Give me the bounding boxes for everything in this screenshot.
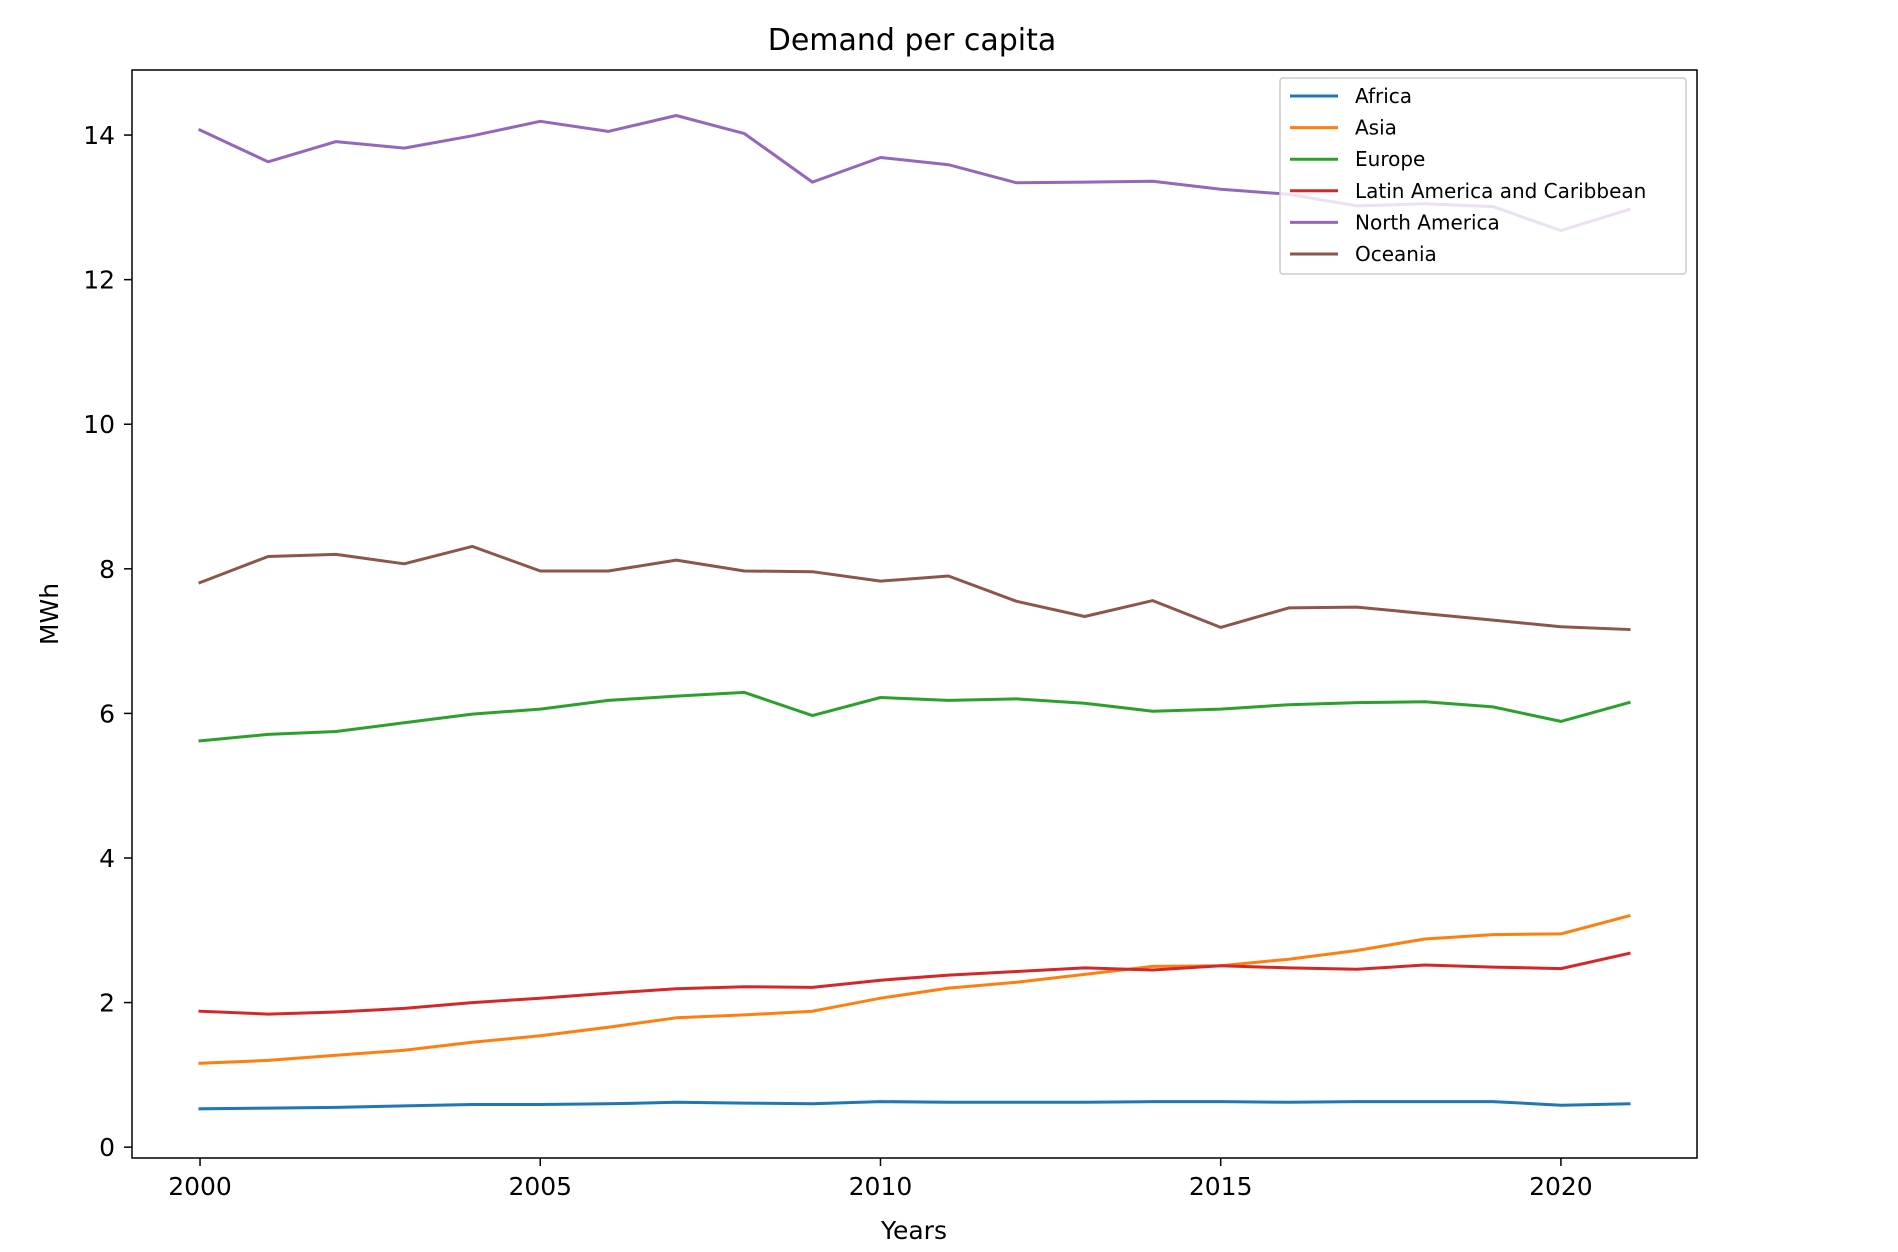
legend-label: Asia xyxy=(1355,116,1397,140)
series-line-asia xyxy=(198,913,1631,1065)
y-axis: 0 2 4 6 8 10 12 14 xyxy=(83,121,132,1162)
y-tick-label: 0 xyxy=(99,1133,115,1162)
plot-area: 2000 2005 2010 2015 2020 0 2 4 6 8 10 12 14 xyxy=(83,69,1698,1201)
y-tick-label: 12 xyxy=(83,266,115,295)
x-tick-label: 2000 xyxy=(168,1172,232,1201)
legend-label: Africa xyxy=(1355,84,1412,108)
x-tick-label: 2005 xyxy=(508,1172,572,1201)
series-line-europe xyxy=(198,690,1631,743)
legend-label: Latin America and Caribbean xyxy=(1355,179,1646,203)
x-axis-label: Years xyxy=(880,1216,947,1245)
chart-title: Demand per capita xyxy=(768,23,1057,58)
series-line-africa xyxy=(198,1100,1631,1111)
legend-items: Africa Asia Europe Latin America and Caribb… xyxy=(1290,84,1646,266)
legend: Africa Asia Europe Latin America and Caribb… xyxy=(1279,77,1687,275)
series-line-latin-america-and-caribbean xyxy=(198,951,1631,1016)
x-axis: 2000 2005 2010 2015 2020 xyxy=(168,1158,1593,1201)
legend-box xyxy=(1279,77,1687,275)
y-tick-label: 2 xyxy=(99,989,115,1018)
y-tick-label: 14 xyxy=(83,121,115,150)
x-tick-label: 2015 xyxy=(1189,1172,1253,1201)
y-tick-label: 6 xyxy=(99,699,115,728)
legend-label: Europe xyxy=(1355,147,1425,171)
y-tick-label: 10 xyxy=(83,410,115,439)
y-axis-label: MWh xyxy=(35,583,64,645)
legend-label: North America xyxy=(1355,210,1500,234)
legend-label: Oceania xyxy=(1355,242,1437,266)
y-tick-label: 8 xyxy=(99,555,115,584)
series-line-oceania xyxy=(198,544,1631,632)
plot-frame xyxy=(131,69,1698,1159)
x-tick-label: 2010 xyxy=(849,1172,913,1201)
x-tick-label: 2020 xyxy=(1529,1172,1593,1201)
y-tick-label: 4 xyxy=(99,844,115,873)
